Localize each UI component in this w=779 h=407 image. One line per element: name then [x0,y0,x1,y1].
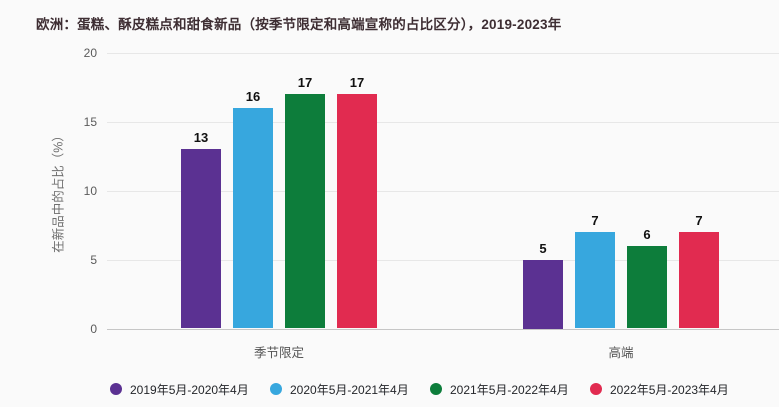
bar-value-label: 7 [695,213,703,229]
legend-item: 2021年5月-2022年4月 [430,381,569,397]
chart-title: 欧洲：蛋糕、酥皮糕点和甜食新品（按季节限定和高端宣称的占比区分），2019-20… [36,17,562,32]
y-tick-label: 5 [90,252,97,267]
bar-value-label: 16 [245,89,261,105]
legend-label: 2022年5月-2023年4月 [610,382,729,397]
y-tick-label: 10 [83,183,97,198]
bar [233,108,273,329]
legend-label: 2020年5月-2021年4月 [290,382,409,397]
bar-value-label: 6 [643,226,651,242]
gridline [107,259,779,261]
bar-value-label: 7 [591,213,599,229]
y-tick-label: 0 [90,321,97,336]
bar [523,259,563,329]
category-label: 季节限定 [253,346,305,360]
bar [575,232,615,329]
bar [181,149,221,329]
bar [627,245,667,329]
y-axis-label: 在新品中的占比（%） [51,129,66,253]
bar [285,94,325,329]
legend-dot-icon [110,383,122,395]
legend-dot-icon [430,383,442,395]
x-axis-baseline [107,328,779,330]
legend-dot-icon [590,383,602,395]
legend-label: 2019年5月-2020年4月 [130,382,249,397]
gridline [107,121,779,123]
gridline [107,53,779,54]
gridline [107,190,779,192]
legend-item: 2020年5月-2021年4月 [270,381,409,397]
bar [679,232,719,329]
bar-value-label: 17 [349,75,365,91]
bar-value-label: 5 [539,240,547,256]
legend-label: 2021年5月-2022年4月 [450,382,569,397]
bar [337,94,377,329]
legend-item: 2019年5月-2020年4月 [110,381,249,397]
bar-value-label: 13 [193,130,209,146]
legend-item: 2022年5月-2023年4月 [590,381,729,397]
legend-dot-icon [270,383,282,395]
category-label: 高端 [608,346,634,360]
y-tick-label: 20 [83,46,97,60]
bar-value-label: 17 [297,75,313,91]
y-tick-label: 15 [83,114,97,129]
